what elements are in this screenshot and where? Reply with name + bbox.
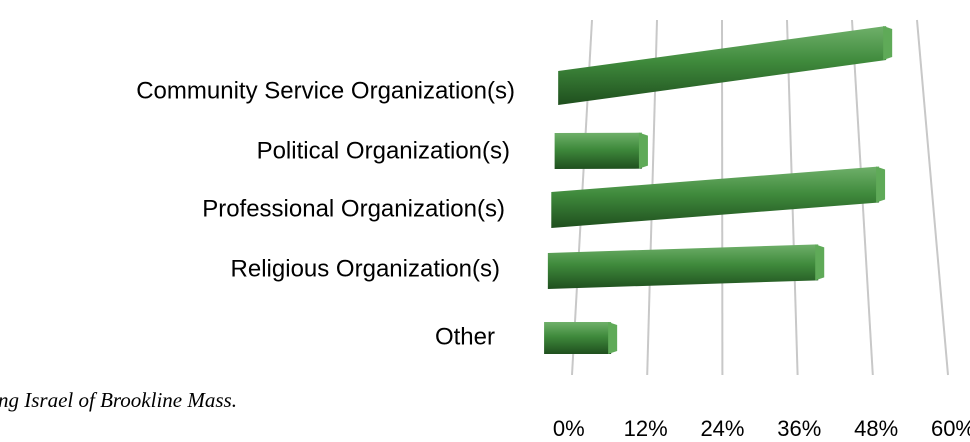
- bar-end: [883, 26, 893, 60]
- caption: ng Israel of Brookline Mass.: [0, 388, 237, 412]
- bar: [547, 244, 819, 289]
- y-tick-label: Professional Organization(s): [202, 195, 505, 222]
- x-tick-label: 24%: [700, 416, 744, 441]
- x-tick-label: 0%: [553, 416, 585, 441]
- bar: [551, 166, 880, 228]
- y-tick-label: Community Service Organization(s): [136, 77, 515, 104]
- bar-end: [876, 166, 886, 203]
- x-tick-label: 48%: [854, 416, 898, 441]
- y-tick-label: Other: [435, 323, 495, 350]
- grid-line: [916, 19, 949, 376]
- y-tick-label: Religious Organization(s): [231, 255, 500, 282]
- bar-end: [608, 322, 618, 354]
- bar-end: [638, 132, 648, 169]
- x-tick-label: 12%: [624, 416, 668, 441]
- bar: [558, 26, 887, 105]
- bar: [544, 322, 612, 354]
- x-tick-label: 60%: [931, 416, 970, 441]
- bar: [554, 132, 642, 169]
- x-tick-label: 36%: [777, 416, 821, 441]
- bar-end: [815, 244, 825, 281]
- y-tick-label: Political Organization(s): [257, 137, 510, 164]
